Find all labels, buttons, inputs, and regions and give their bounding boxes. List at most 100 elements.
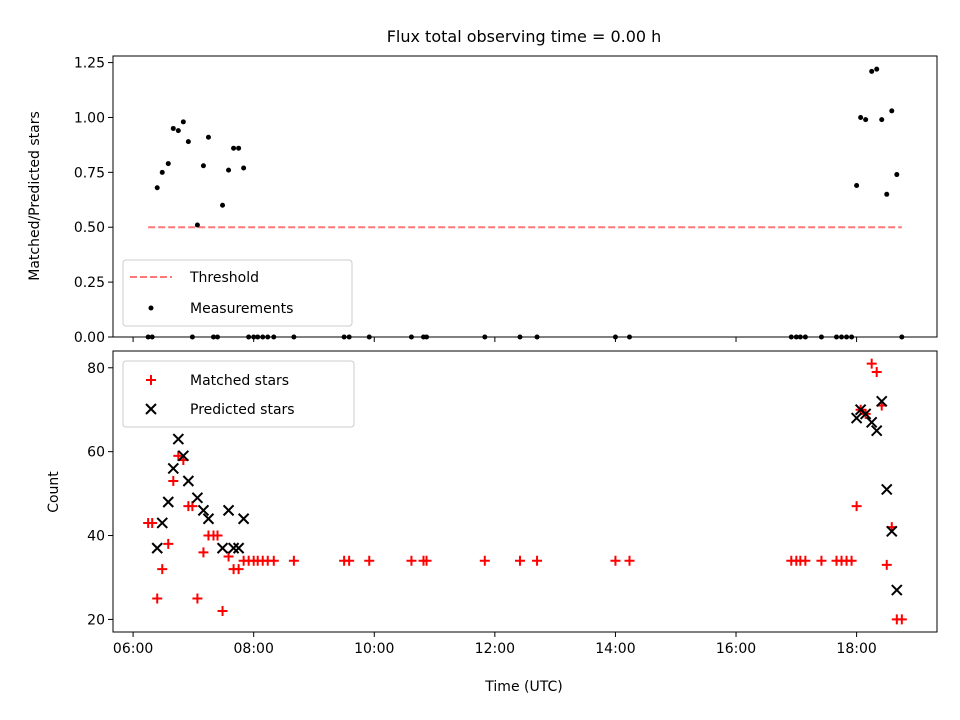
predicted-star-point [216, 542, 229, 554]
matched-star-point [881, 559, 892, 570]
matched-star-point [212, 530, 223, 541]
predicted-star-point [191, 492, 204, 504]
measurement-point [205, 134, 211, 140]
measurement-point [154, 185, 160, 191]
predicted-star-point [167, 462, 180, 475]
matched-star-point [610, 555, 621, 566]
predicted-star-point [227, 542, 240, 554]
chart-title: Flux total observing time = 0.00 h [387, 27, 662, 46]
measurement-point [879, 117, 885, 123]
measurement-point [884, 191, 890, 197]
legend-matched-swatch [146, 375, 156, 385]
matched-star-point [152, 593, 163, 604]
measurement-point [159, 169, 165, 175]
bottom-y-ticks: 20 40 60 80 [87, 361, 113, 628]
predicted-star-point [881, 483, 893, 496]
legend-predicted-label: Predicted stars [190, 402, 295, 418]
legend-matched-label: Matched stars [190, 373, 289, 389]
predicted-star-point [177, 450, 190, 462]
measurement-point [180, 119, 186, 125]
measurement-point [194, 222, 200, 228]
x-tick-label: 08:00 [234, 641, 274, 657]
predicted-star-point [891, 584, 903, 596]
measurement-point [241, 165, 247, 171]
bottom-panel: 20 40 60 80 06:00 08:00 10:00 12:00 14:00 16:00 1… [46, 350, 938, 695]
matched-star-point [800, 555, 811, 566]
predicted-star-point [222, 504, 235, 517]
bottom-y-tick-label: 80 [87, 361, 105, 377]
measurement-point [200, 163, 206, 169]
matched-star-point [344, 555, 355, 566]
measurement-point [165, 161, 171, 167]
bottom-y-tick-label: 40 [87, 529, 105, 545]
predicted-star-point [182, 475, 195, 487]
top-y-tick-label: 1.00 [74, 110, 105, 126]
top-panel: 0.00 0.25 0.50 0.75 1.00 1.25 Matched/Predict… [27, 55, 938, 346]
legend-threshold-label: Threshold [189, 270, 259, 286]
matched-star-point [479, 555, 490, 566]
measurement-point [231, 145, 237, 151]
measurement-point [170, 125, 176, 131]
x-tick-label: 12:00 [475, 641, 515, 657]
matched-star-point [896, 614, 907, 625]
measurement-point [185, 139, 191, 145]
predicted-star-point [172, 433, 185, 445]
matched-star-point [816, 555, 827, 566]
matched-star-point [871, 366, 882, 377]
matched-star-point [624, 555, 635, 566]
predicted-star-point [151, 542, 163, 554]
matched-star-point [851, 501, 862, 512]
matched-star-point [147, 517, 158, 528]
matched-star-point [173, 450, 184, 461]
matched-star-point [532, 555, 543, 566]
legend-predicted-swatch [145, 403, 157, 415]
predicted-star-point [202, 513, 215, 525]
predicted-star-point [886, 525, 898, 538]
matched-star-point [514, 555, 525, 566]
matched-star-point [268, 555, 279, 566]
measurement-point [858, 114, 864, 120]
matched-star-point [217, 606, 228, 617]
bottom-y-axis-label: Count [46, 471, 62, 513]
bottom-axes-frame [112, 350, 938, 633]
predicted-star-point [156, 517, 168, 529]
measurement-point [236, 145, 242, 151]
measurement-point [854, 183, 860, 189]
top-legend: Threshold Measurements [122, 259, 353, 327]
predicted-star-point [876, 395, 888, 408]
legend-measurements-label: Measurements [190, 301, 293, 317]
x-tick-label: 14:00 [595, 641, 635, 657]
matched-star-point [406, 555, 417, 566]
matched-star-point [198, 547, 209, 558]
x-tick-label: 16:00 [716, 641, 756, 657]
measurement-point [894, 172, 900, 178]
matched-star-point [233, 564, 244, 575]
predicted-star-point [850, 412, 863, 424]
predicted-star-point [162, 496, 174, 508]
top-axes-frame [112, 55, 938, 338]
bottom-x-ticks: 06:00 08:00 10:00 12:00 14:00 16:00 18:00 [113, 632, 877, 657]
measurement-point [874, 66, 880, 72]
bottom-y-tick-label: 60 [87, 445, 105, 461]
matched-star-point [421, 555, 432, 566]
measurement-point [869, 68, 875, 74]
predicted-star-point [237, 513, 250, 525]
top-y-tick-label: 0.75 [74, 165, 105, 181]
predicted-star-point [865, 416, 878, 429]
matched-star-point [192, 593, 203, 604]
top-y-axis-label: Matched/Predicted stars [27, 111, 43, 281]
measurement-point [226, 167, 232, 173]
x-tick-label: 18:00 [836, 641, 876, 657]
matched-star-point [288, 555, 299, 566]
matched-star-point [364, 555, 375, 566]
legend-measurements-swatch [148, 305, 154, 311]
measurement-point [863, 117, 869, 123]
matched-star-point [223, 551, 234, 562]
predicted-star-point [859, 408, 872, 420]
matched-star-point [187, 501, 198, 512]
matched-star-point [168, 476, 179, 487]
bottom-legend-box [122, 360, 355, 428]
top-y-tick-label: 0.00 [74, 330, 105, 346]
top-y-ticks: 0.00 0.25 0.50 0.75 1.00 1.25 [74, 56, 113, 346]
